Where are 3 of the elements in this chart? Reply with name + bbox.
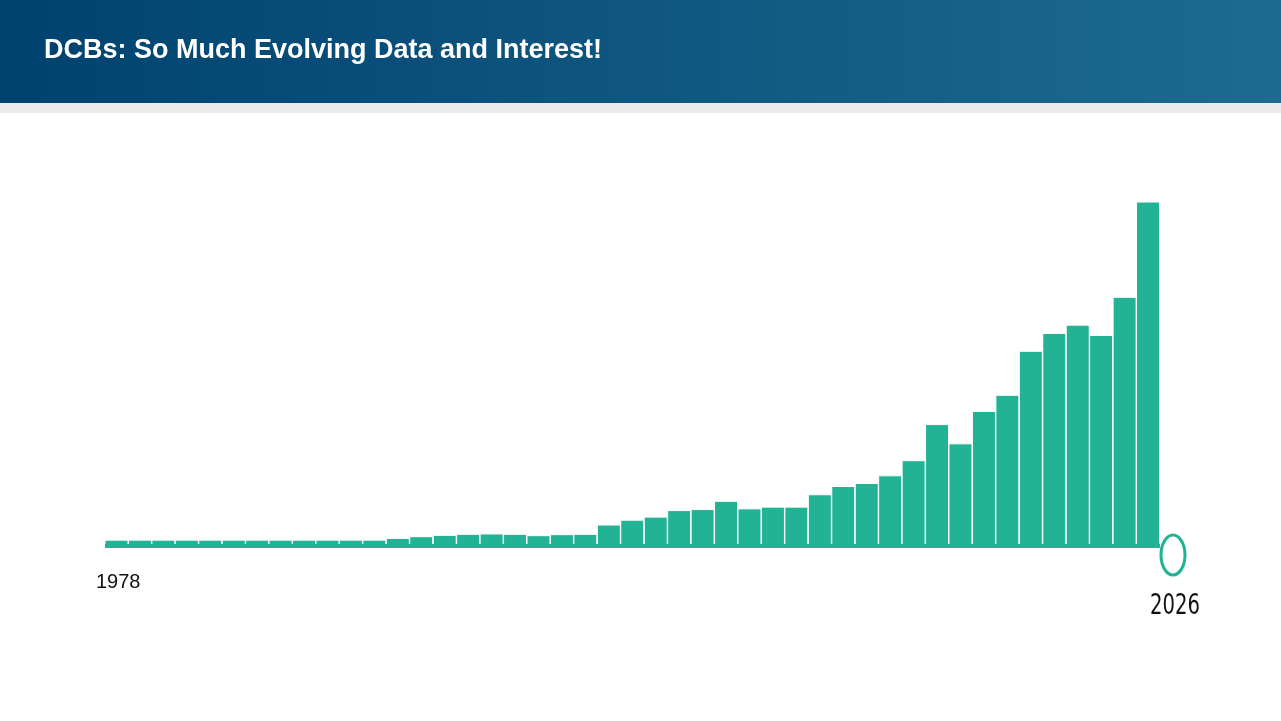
text: 2026 xyxy=(1150,588,1200,621)
text: 1978 xyxy=(96,570,141,593)
chart-title: DCBs: So Much Evolving Data and Interest! xyxy=(44,34,603,65)
